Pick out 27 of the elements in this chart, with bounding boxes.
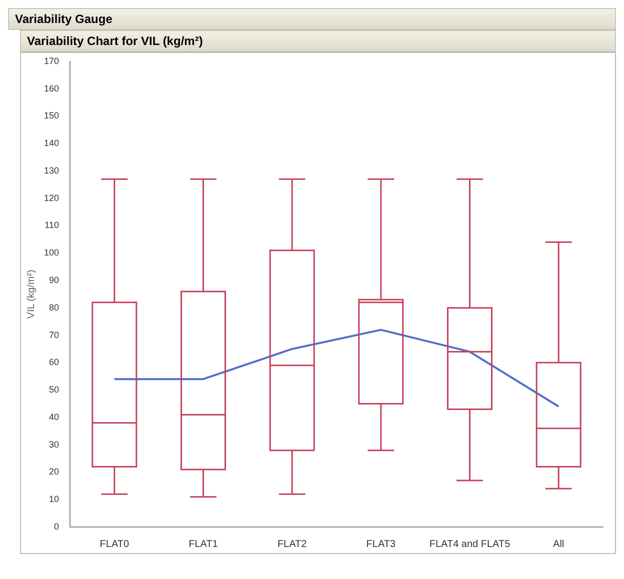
y-tick-label: 40: [49, 412, 60, 422]
y-tick-label: 110: [44, 220, 60, 230]
y-tick-label: 130: [44, 165, 60, 176]
x-tick-label: FLAT2: [277, 538, 308, 550]
y-tick-label: 120: [44, 192, 60, 203]
y-tick-label: 150: [44, 110, 60, 121]
y-tick-label: 140: [44, 138, 60, 148]
chart-title: Variability Gauge: [8, 8, 616, 30]
y-tick-label: 70: [49, 330, 60, 340]
y-tick-label: 60: [49, 357, 60, 368]
y-tick-label: 100: [44, 248, 60, 258]
y-tick-label: 10: [49, 494, 60, 504]
x-tick-label: FLAT4 and FLAT5: [429, 538, 511, 550]
y-tick-label: 170: [44, 56, 60, 66]
x-tick-label: FLAT3: [366, 538, 396, 550]
y-tick-label: 80: [49, 302, 60, 312]
y-tick-label: 50: [49, 384, 60, 395]
y-tick-label: 0: [54, 521, 60, 532]
y-tick-label: 30: [49, 439, 60, 450]
x-tick-label: All: [553, 538, 564, 550]
y-tick-label: 160: [44, 83, 60, 94]
chart-subtitle: Variability Chart for VIL (kg/m²): [20, 30, 616, 52]
y-tick-label: 20: [49, 466, 60, 477]
x-tick-label: FLAT0: [100, 538, 130, 550]
y-axis-title: VIL (kg/m²): [26, 270, 37, 319]
x-tick-label: FLAT1: [188, 538, 218, 550]
y-tick-label: 90: [49, 274, 60, 285]
